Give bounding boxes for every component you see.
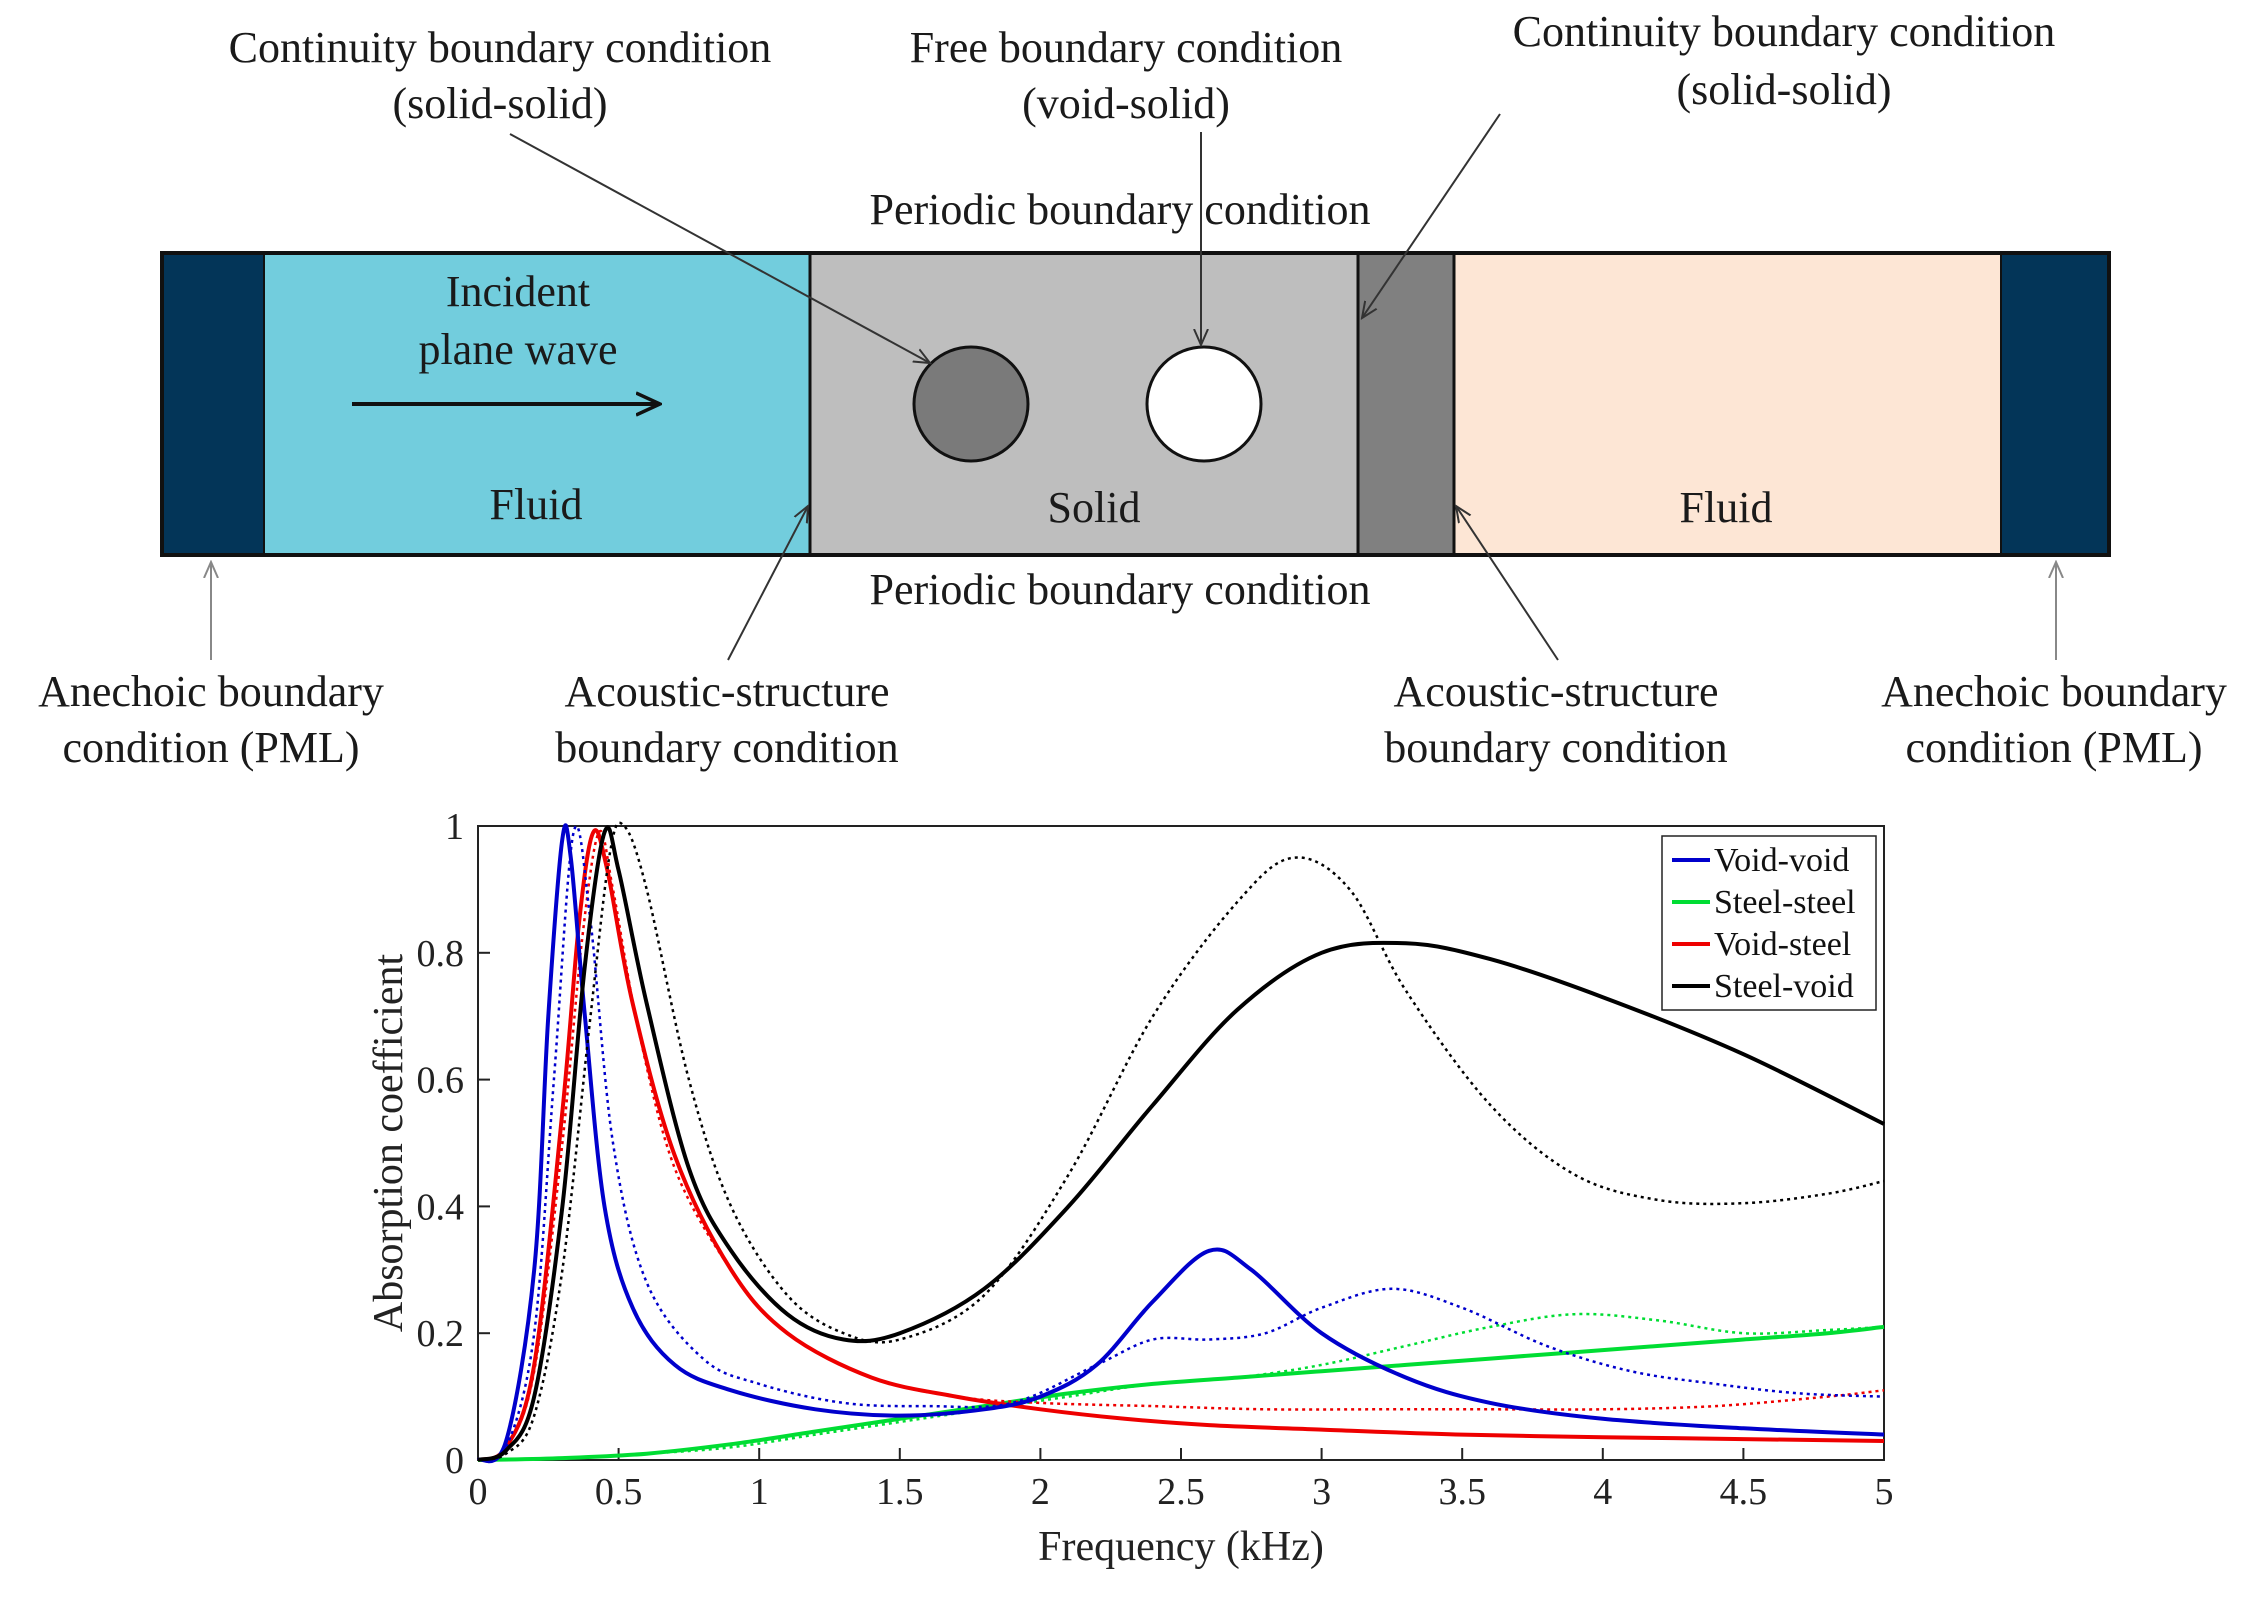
anechoic-left-label-line2: condition (PML) [63,723,360,772]
series-void-void [476,823,1885,1464]
x-tick-label: 1 [750,1471,769,1513]
anechoic-right-label-line2: condition (PML) [1906,723,2203,772]
x-tick-label: 3.5 [1438,1471,1486,1513]
plot-area [477,825,1885,1461]
legend: Void-void Steel-steel Void-steel Steel-void [1661,835,1877,1011]
anechoic-left-label-line1: Anechoic boundary [38,667,384,716]
y-tick-label: 0 [445,1440,464,1482]
x-tick-label: 3 [1312,1471,1331,1513]
periodic-top-label: Periodic boundary condition [869,185,1370,234]
legend-items: Void-void Steel-steel Void-steel Steel-void [1672,842,1856,1005]
periodic-bottom-label: Periodic boundary condition [869,565,1370,614]
absorption-chart: 0 0.5 1 1.5 2 2.5 3 3.5 4 4.5 5 0 0.2 0.4 0.6 0.8 1 Freq… [366,806,1894,1570]
free-label-line2: (void-solid) [1022,79,1230,128]
y-tick-label: 0.6 [417,1060,465,1102]
y-tick-label: 0.8 [417,933,465,975]
acoustic-left-label-line2: boundary condition [555,723,898,772]
continuity-right-label-line2: (solid-solid) [1676,65,1891,114]
x-axis-title: Frequency (kHz) [1038,1524,1324,1570]
continuity-left-label-line2: (solid-solid) [392,79,607,128]
x-tick-label: 2.5 [1157,1471,1205,1513]
pml-left [162,253,264,555]
steel-inclusion [912,345,1030,463]
series-void-steel-dotted [477,829,1885,1462]
series-steel-steel-dotted [477,1312,1885,1462]
free-label-line1: Free boundary condition [910,23,1343,72]
fluid-right-region [1454,253,2001,555]
y-axis-title: Absorption coefficient [366,954,412,1333]
acoustic-left-label-line1: Acoustic-structure [565,667,890,716]
x-tick-label: 0.5 [595,1471,643,1513]
pointer-continuity-left [509,133,930,363]
x-tick-label: 2 [1031,1471,1050,1513]
series-steel-void [477,825,1885,1462]
pointer-continuity-right [1362,113,1501,318]
chart-ticks: 0 0.5 1 1.5 2 2.5 3 3.5 4 4.5 5 0 0.2 0.4 0.6 0.8 1 [417,806,1894,1513]
x-tick-label: 1.5 [876,1471,924,1513]
fluid-left-label: Fluid [490,480,583,529]
solid-region [810,253,1358,555]
chart-series [476,821,1885,1464]
acoustic-right-label-line2: boundary condition [1384,723,1727,772]
legend-label: Steel-steel [1714,884,1856,921]
series-void-void-dotted [477,824,1885,1463]
continuity-right-label-line1: Continuity boundary condition [1513,7,2056,56]
pointer-acoustic-right [1456,506,1559,661]
solid-label: Solid [1048,483,1141,532]
x-tick-label: 0 [469,1471,488,1513]
solid-dark-layer [1358,253,1454,555]
void-inclusion [1145,345,1263,463]
incident-label-line1: Incident [446,267,590,316]
legend-label: Steel-void [1714,968,1854,1005]
legend-box [1661,835,1877,1011]
fluid-right-label: Fluid [1680,483,1773,532]
incident-label-line2: plane wave [418,325,617,374]
acoustic-right-label-line1: Acoustic-structure [1394,667,1719,716]
continuity-left-label-line1: Continuity boundary condition [229,23,772,72]
x-tick-label: 4.5 [1720,1471,1768,1513]
anechoic-right-label-line1: Anechoic boundary [1881,667,2227,716]
x-tick-label: 4 [1593,1471,1612,1513]
domain-diagram: Incident plane wave Fluid Solid Fluid Co… [38,7,2227,772]
domain-border [160,251,2111,557]
pml-right [2001,253,2109,555]
pointer-acoustic-left [727,506,808,661]
series-steel-steel [477,1324,1885,1462]
y-tick-label: 1 [445,806,464,848]
legend-label: Void-steel [1714,926,1851,963]
legend-label: Void-void [1714,842,1849,879]
y-tick-label: 0.4 [417,1186,465,1228]
y-tick-label: 0.2 [417,1313,465,1355]
x-tick-label: 5 [1875,1471,1894,1513]
